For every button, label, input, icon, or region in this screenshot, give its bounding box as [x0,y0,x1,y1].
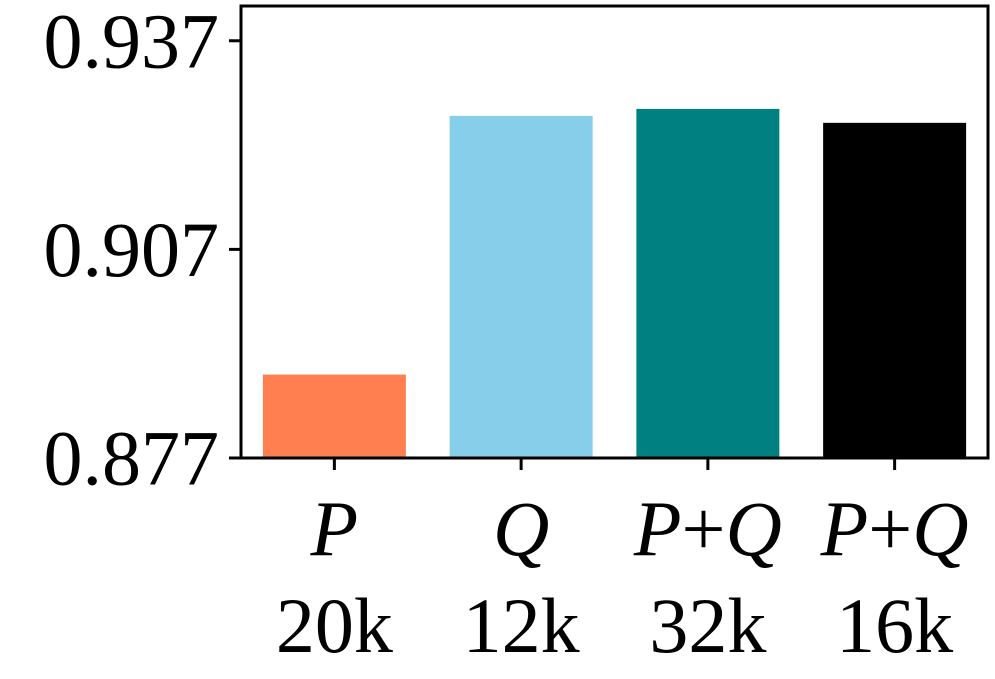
x-category-label-line2-1: 20k [276,582,393,669]
x-category-label-line1-1: P [310,485,359,572]
bar-2 [449,115,593,459]
x-category-label-line2-4: 16k [836,582,953,669]
y-tick-label-2: 0.907 [44,206,220,293]
x-category-label-line1-2: Q [493,485,549,572]
x-category-label-line1-3: P+Q [633,485,782,572]
bar-1 [262,374,406,458]
x-axis: P 20k Q 12k P+Q 32k P+Q 16k [276,458,969,669]
bar-4 [823,122,967,458]
y-tick-label-3: 0.937 [44,0,220,84]
bar-3 [636,108,780,458]
y-axis: 0.877 0.907 0.937 [44,0,241,502]
bars-group [262,108,967,459]
y-tick-label-1: 0.877 [44,415,220,502]
x-category-label-line2-3: 32k [649,582,766,669]
x-category-label-line1-4: P+Q [820,485,969,572]
plot-frame [239,4,990,460]
x-category-label-line2-2: 12k [463,582,580,669]
